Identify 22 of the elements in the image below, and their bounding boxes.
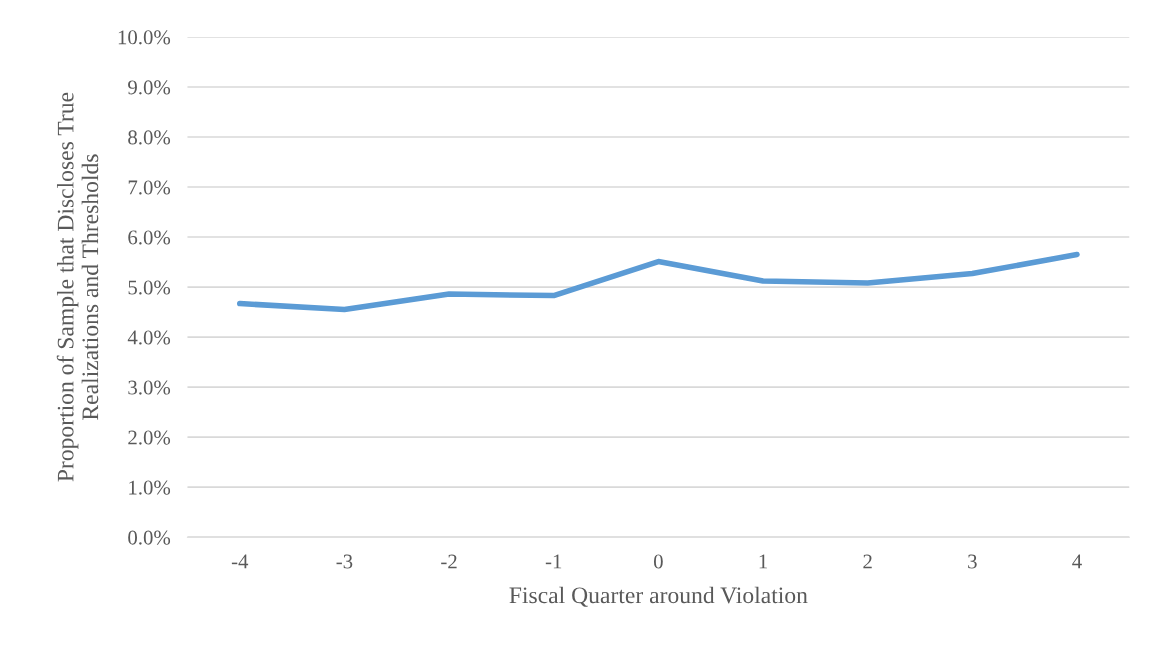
x-tick-label: 4: [1072, 554, 1082, 569]
y-tick-label: 6.0%: [128, 230, 171, 245]
y-tick-label: 7.0%: [128, 180, 171, 195]
y-tick-label: 0.0%: [128, 530, 171, 545]
x-tick-label: 2: [863, 554, 872, 569]
x-tick-label: 1: [759, 554, 767, 569]
y-tick-label: 5.0%: [128, 280, 171, 295]
y-tick-label: 2.0%: [128, 430, 171, 445]
y-tick-label: 1.0%: [129, 480, 171, 495]
y-tick-label: 9.0%: [128, 80, 171, 95]
x-tick-label: -3: [336, 554, 353, 569]
x-tick-label: -4: [231, 554, 249, 569]
x-axis-title: Fiscal Quarter around Violation: [509, 586, 808, 607]
x-tick-label: -2: [441, 554, 457, 569]
y-axis-title: Proportion of Sample that Discloses True Realizations and Thresholds: [56, 92, 99, 482]
y-tick-label: 10.0%: [118, 30, 171, 45]
y-tick-label: 4.0%: [127, 330, 171, 345]
y-tick-label: 8.0%: [128, 130, 171, 145]
y-tick-label: 3.0%: [128, 380, 171, 395]
x-tick-label: -1: [545, 554, 562, 569]
x-tick-label: 3: [968, 554, 977, 569]
x-tick-label: 0: [653, 554, 663, 569]
